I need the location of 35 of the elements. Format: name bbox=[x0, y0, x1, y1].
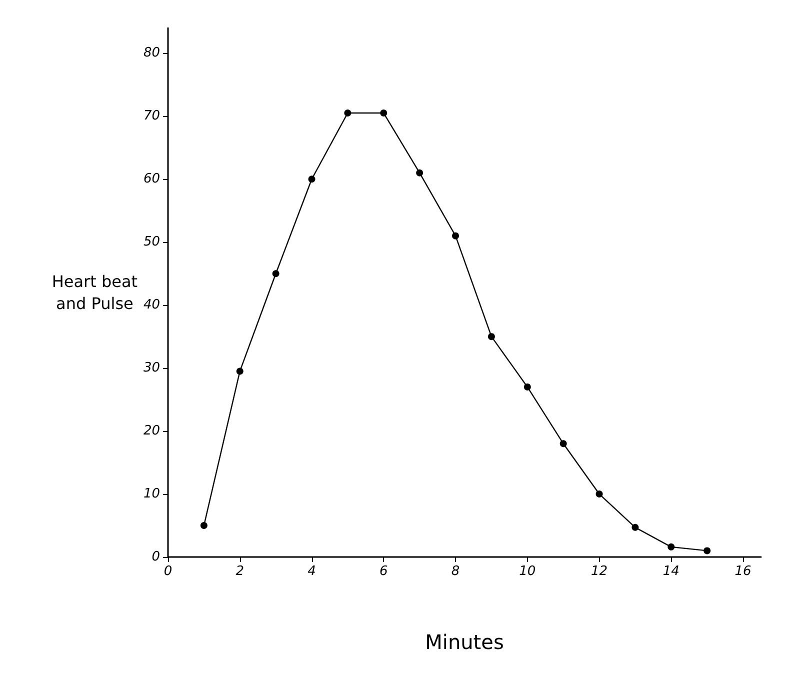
point bbox=[344, 110, 352, 117]
y-tick-label: 20 bbox=[143, 424, 160, 439]
point bbox=[632, 524, 639, 531]
y-tick-label: 0 bbox=[152, 550, 160, 564]
x-tick-label: 2 bbox=[236, 564, 244, 579]
point bbox=[272, 270, 280, 278]
y-axis-title: Heart beat and Pulse bbox=[52, 272, 138, 313]
point bbox=[308, 176, 316, 183]
point bbox=[668, 543, 675, 550]
y-tick-label: 70 bbox=[143, 108, 160, 124]
y-tick-label: 40 bbox=[143, 298, 160, 313]
x-axis-title: Minutes bbox=[425, 630, 504, 654]
x-tick-label: 0 bbox=[164, 564, 172, 579]
y-tick-label: 50 bbox=[143, 234, 160, 250]
x-tick-label: 16 bbox=[734, 564, 752, 579]
point bbox=[416, 169, 424, 176]
point bbox=[200, 522, 208, 530]
point bbox=[596, 490, 603, 498]
x-tick-label: 8 bbox=[451, 564, 460, 579]
point bbox=[488, 333, 495, 340]
point bbox=[452, 232, 460, 240]
x-tick-label: 4 bbox=[308, 564, 316, 579]
x-tick-label: 6 bbox=[379, 564, 388, 579]
y-tick-label: 60 bbox=[143, 172, 160, 187]
y-tick-label: 30 bbox=[143, 360, 160, 376]
x-tick-label: 14 bbox=[662, 564, 680, 579]
point bbox=[380, 110, 388, 117]
point bbox=[704, 547, 711, 554]
point bbox=[560, 440, 567, 448]
point bbox=[236, 368, 244, 375]
x-tick-label: 10 bbox=[519, 564, 536, 579]
y-tick-label: 80 bbox=[143, 46, 160, 61]
x-tick-label: 12 bbox=[591, 564, 608, 579]
y-tick-label: 10 bbox=[143, 486, 160, 502]
point bbox=[524, 383, 531, 390]
